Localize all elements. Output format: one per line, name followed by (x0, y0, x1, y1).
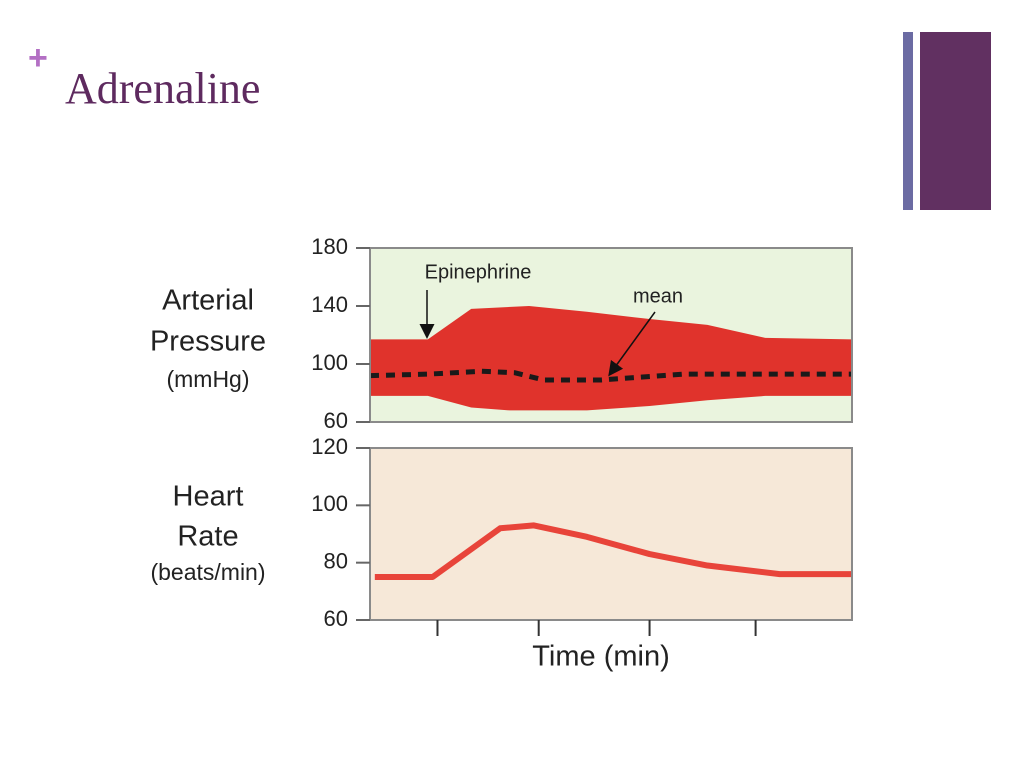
mean-line (369, 368, 852, 383)
y-axis-label: Heart (173, 481, 244, 513)
x-axis-label: Time (min) (532, 641, 669, 673)
plot-frame (369, 247, 853, 423)
y-tick-label: 100 (311, 350, 348, 375)
y-axis-label: Rate (177, 521, 238, 553)
decor-bar (920, 32, 991, 210)
heart-rate-line (374, 522, 852, 580)
y-tick-label: 60 (324, 606, 348, 631)
plus-icon: + (28, 39, 48, 77)
pressure-band (370, 306, 852, 411)
y-axis-label: Arterial (162, 285, 254, 317)
y-axis-label: (mmHg) (166, 366, 249, 392)
y-axis-label: Pressure (150, 326, 266, 358)
slide-title: Adrenaline (65, 64, 260, 113)
decor-bar (903, 32, 913, 210)
y-tick-label: 60 (324, 408, 348, 433)
plot-background (370, 448, 852, 620)
y-axis-label: (beats/min) (150, 559, 265, 585)
y-tick-label: 80 (324, 548, 348, 573)
y-tick-label: 140 (311, 292, 348, 317)
annotation-arrow (608, 311, 656, 377)
y-tick-label: 100 (311, 491, 348, 516)
annotation: mean (633, 285, 683, 307)
y-tick-label: 120 (311, 434, 348, 459)
plot-frame (369, 447, 853, 621)
annotation: Epinephrine (425, 261, 532, 283)
y-tick-label: 180 (311, 234, 348, 259)
